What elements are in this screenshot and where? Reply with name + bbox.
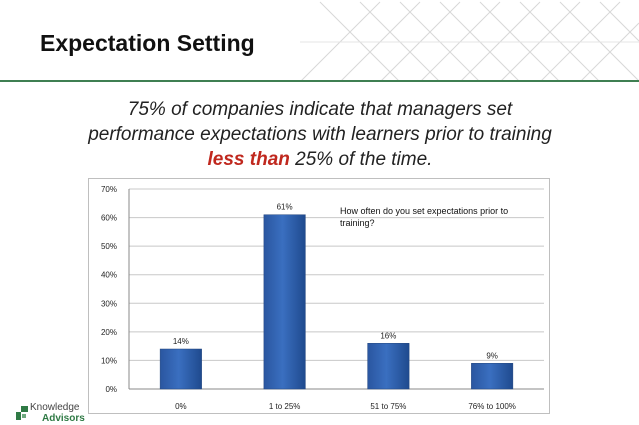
chart-frame: 0% 10% 20% 30% 40% 50% 60% 70% 14% 0% 61% 1 to 25% 1… [88,178,550,414]
data-label: 16% [380,331,396,340]
data-label: 61% [277,203,293,212]
y-tick-label: 50% [101,242,117,251]
bar [159,348,202,390]
y-tick-label: 40% [101,271,117,280]
data-label: 9% [486,351,498,360]
header-divider [0,80,639,82]
slide-title: Expectation Setting [40,30,255,56]
data-label: 14% [173,337,189,346]
headline: 75% of companies indicate that managers … [60,97,580,172]
chart-title: How often do you set expectations prior … [340,206,509,228]
bar-chart: 0% 10% 20% 30% 40% 50% 60% 70% 14% 0% 61% 1 to 25% 1… [101,185,544,411]
logo-text-advisors: Advisors [42,413,85,424]
headline-line-2: performance expectations with learners p… [88,124,552,145]
logo-mark-icon [16,406,28,420]
bar [367,343,410,390]
y-tick-label: 60% [101,214,117,223]
x-tick-label: 76% to 100% [468,402,516,411]
y-tick-label: 70% [101,185,117,194]
y-tick-label: 30% [101,299,117,308]
y-tick-label: 0% [105,385,117,394]
x-tick-label: 0% [175,402,187,411]
bar [263,214,306,390]
headline-emphasis: less than [207,149,290,170]
headline-line-3: 25% of the time. [289,149,433,170]
headline-line-1: 75% of companies indicate that managers … [127,99,513,120]
x-tick-label: 51 to 75% [370,402,406,411]
y-tick-label: 20% [101,328,117,337]
logo-text-knowledge: Knowledge [30,402,80,413]
bar [471,363,514,390]
x-tick-label: 1 to 25% [269,402,301,411]
y-tick-label: 10% [101,356,117,365]
header-lattice-decoration [300,1,639,82]
